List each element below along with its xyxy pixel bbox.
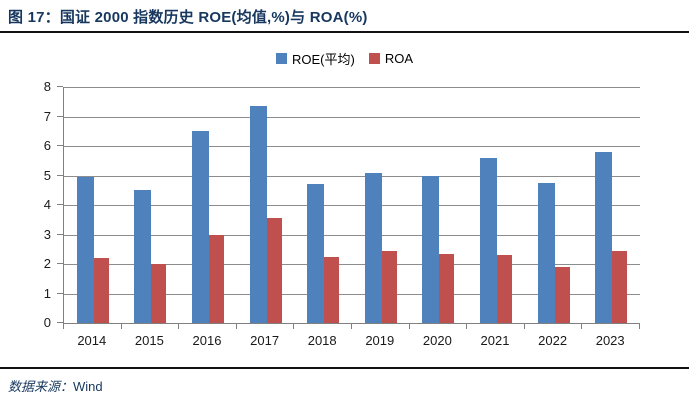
data-source-value: Wind xyxy=(73,379,103,394)
y-axis-tick-label: 0 xyxy=(43,315,51,330)
chart-legend: ROE(平均) ROA xyxy=(0,49,689,68)
y-axis-tick xyxy=(57,86,63,87)
bar-roe-2015 xyxy=(134,190,152,323)
x-axis-label-2019: 2019 xyxy=(365,333,395,348)
bar-roa-2018 xyxy=(324,256,340,323)
data-source-label: 数据来源： xyxy=(8,380,74,395)
data-source: 数据来源：Wind xyxy=(8,376,103,395)
x-axis-tick xyxy=(351,324,352,329)
y-axis-tick xyxy=(57,145,63,146)
bar-roe-2019 xyxy=(364,172,382,323)
x-axis-tick xyxy=(120,324,122,329)
legend-label: ROA xyxy=(384,51,413,66)
title-divider xyxy=(0,31,689,33)
x-axis-label-2018: 2018 xyxy=(307,333,337,348)
y-axis-tick xyxy=(57,115,63,117)
bar-roe-2020 xyxy=(422,175,440,323)
x-axis-tick xyxy=(466,324,468,329)
y-axis-tick-label: 8 xyxy=(43,79,51,94)
y-axis-tick xyxy=(57,263,63,264)
footer-divider xyxy=(0,367,689,369)
bar-roa-2017 xyxy=(266,218,282,323)
y-axis-tick-label: 5 xyxy=(43,167,51,183)
gridline xyxy=(64,146,640,147)
bar-roa-2016 xyxy=(209,234,224,323)
legend-item-roa: ROA xyxy=(368,51,413,66)
gridline xyxy=(64,116,640,118)
bar-roa-2015 xyxy=(151,264,167,323)
x-axis-tick xyxy=(639,324,640,329)
gridline xyxy=(64,264,640,265)
y-axis-tick xyxy=(57,322,63,323)
y-axis-tick-label: 3 xyxy=(43,226,51,242)
x-axis-tick xyxy=(581,324,583,329)
y-axis-tick-label: 2 xyxy=(43,256,51,271)
x-axis-label-2016: 2016 xyxy=(192,333,222,348)
y-axis-tick xyxy=(57,233,63,235)
legend-item-roe: ROE(平均) xyxy=(275,49,355,68)
bar-roe-2021 xyxy=(480,157,497,323)
y-axis-tick-label: 6 xyxy=(43,138,51,153)
gridline xyxy=(64,234,640,236)
y-axis-tick-label: 1 xyxy=(43,285,51,301)
y-axis-tick xyxy=(57,292,63,294)
gridline xyxy=(64,175,640,177)
bar-roa-2020 xyxy=(439,253,455,323)
bar-roa-2021 xyxy=(497,255,512,323)
x-axis-label-2015: 2015 xyxy=(134,333,164,348)
legend-swatch-icon xyxy=(275,53,287,64)
gridline xyxy=(64,293,640,295)
y-axis-tick-label: 7 xyxy=(43,108,51,124)
bar-roa-2014 xyxy=(93,258,109,323)
x-axis-tick xyxy=(293,324,295,329)
y-axis-tick-label: 4 xyxy=(43,197,51,212)
x-axis-tick xyxy=(63,324,64,329)
x-axis-label-2017: 2017 xyxy=(250,333,280,348)
bar-roa-2019 xyxy=(381,250,397,323)
gridline xyxy=(64,87,640,88)
x-axis-tick xyxy=(235,324,237,329)
x-axis-tick xyxy=(408,324,410,329)
x-axis-label-2020: 2020 xyxy=(422,333,452,348)
bar-roe-2017 xyxy=(249,106,267,323)
x-axis-tick xyxy=(178,324,180,329)
bar-roe-2016 xyxy=(192,131,209,323)
x-axis-label-2023: 2023 xyxy=(595,333,625,348)
x-axis-label-2021: 2021 xyxy=(480,333,510,348)
gridline xyxy=(64,205,640,206)
legend-swatch-icon xyxy=(368,53,380,64)
y-axis-tick xyxy=(57,174,63,176)
chart-title: 图 17：国证 2000 指数历史 ROE(均值,%)与 ROA(%) xyxy=(8,9,368,26)
bar-roe-2018 xyxy=(307,184,325,323)
y-axis-tick xyxy=(57,204,63,205)
bar-roe-2014 xyxy=(76,176,94,323)
bar-roe-2022 xyxy=(537,182,555,323)
bar-roe-2023 xyxy=(595,151,613,323)
x-axis-label-2014: 2014 xyxy=(77,333,107,348)
legend-label: ROE(平均) xyxy=(291,52,355,67)
bar-roa-2022 xyxy=(554,266,570,323)
x-axis-label-2022: 2022 xyxy=(538,333,568,348)
plot-area xyxy=(63,87,640,324)
bar-roa-2023 xyxy=(612,250,628,323)
x-axis-tick xyxy=(523,324,525,329)
